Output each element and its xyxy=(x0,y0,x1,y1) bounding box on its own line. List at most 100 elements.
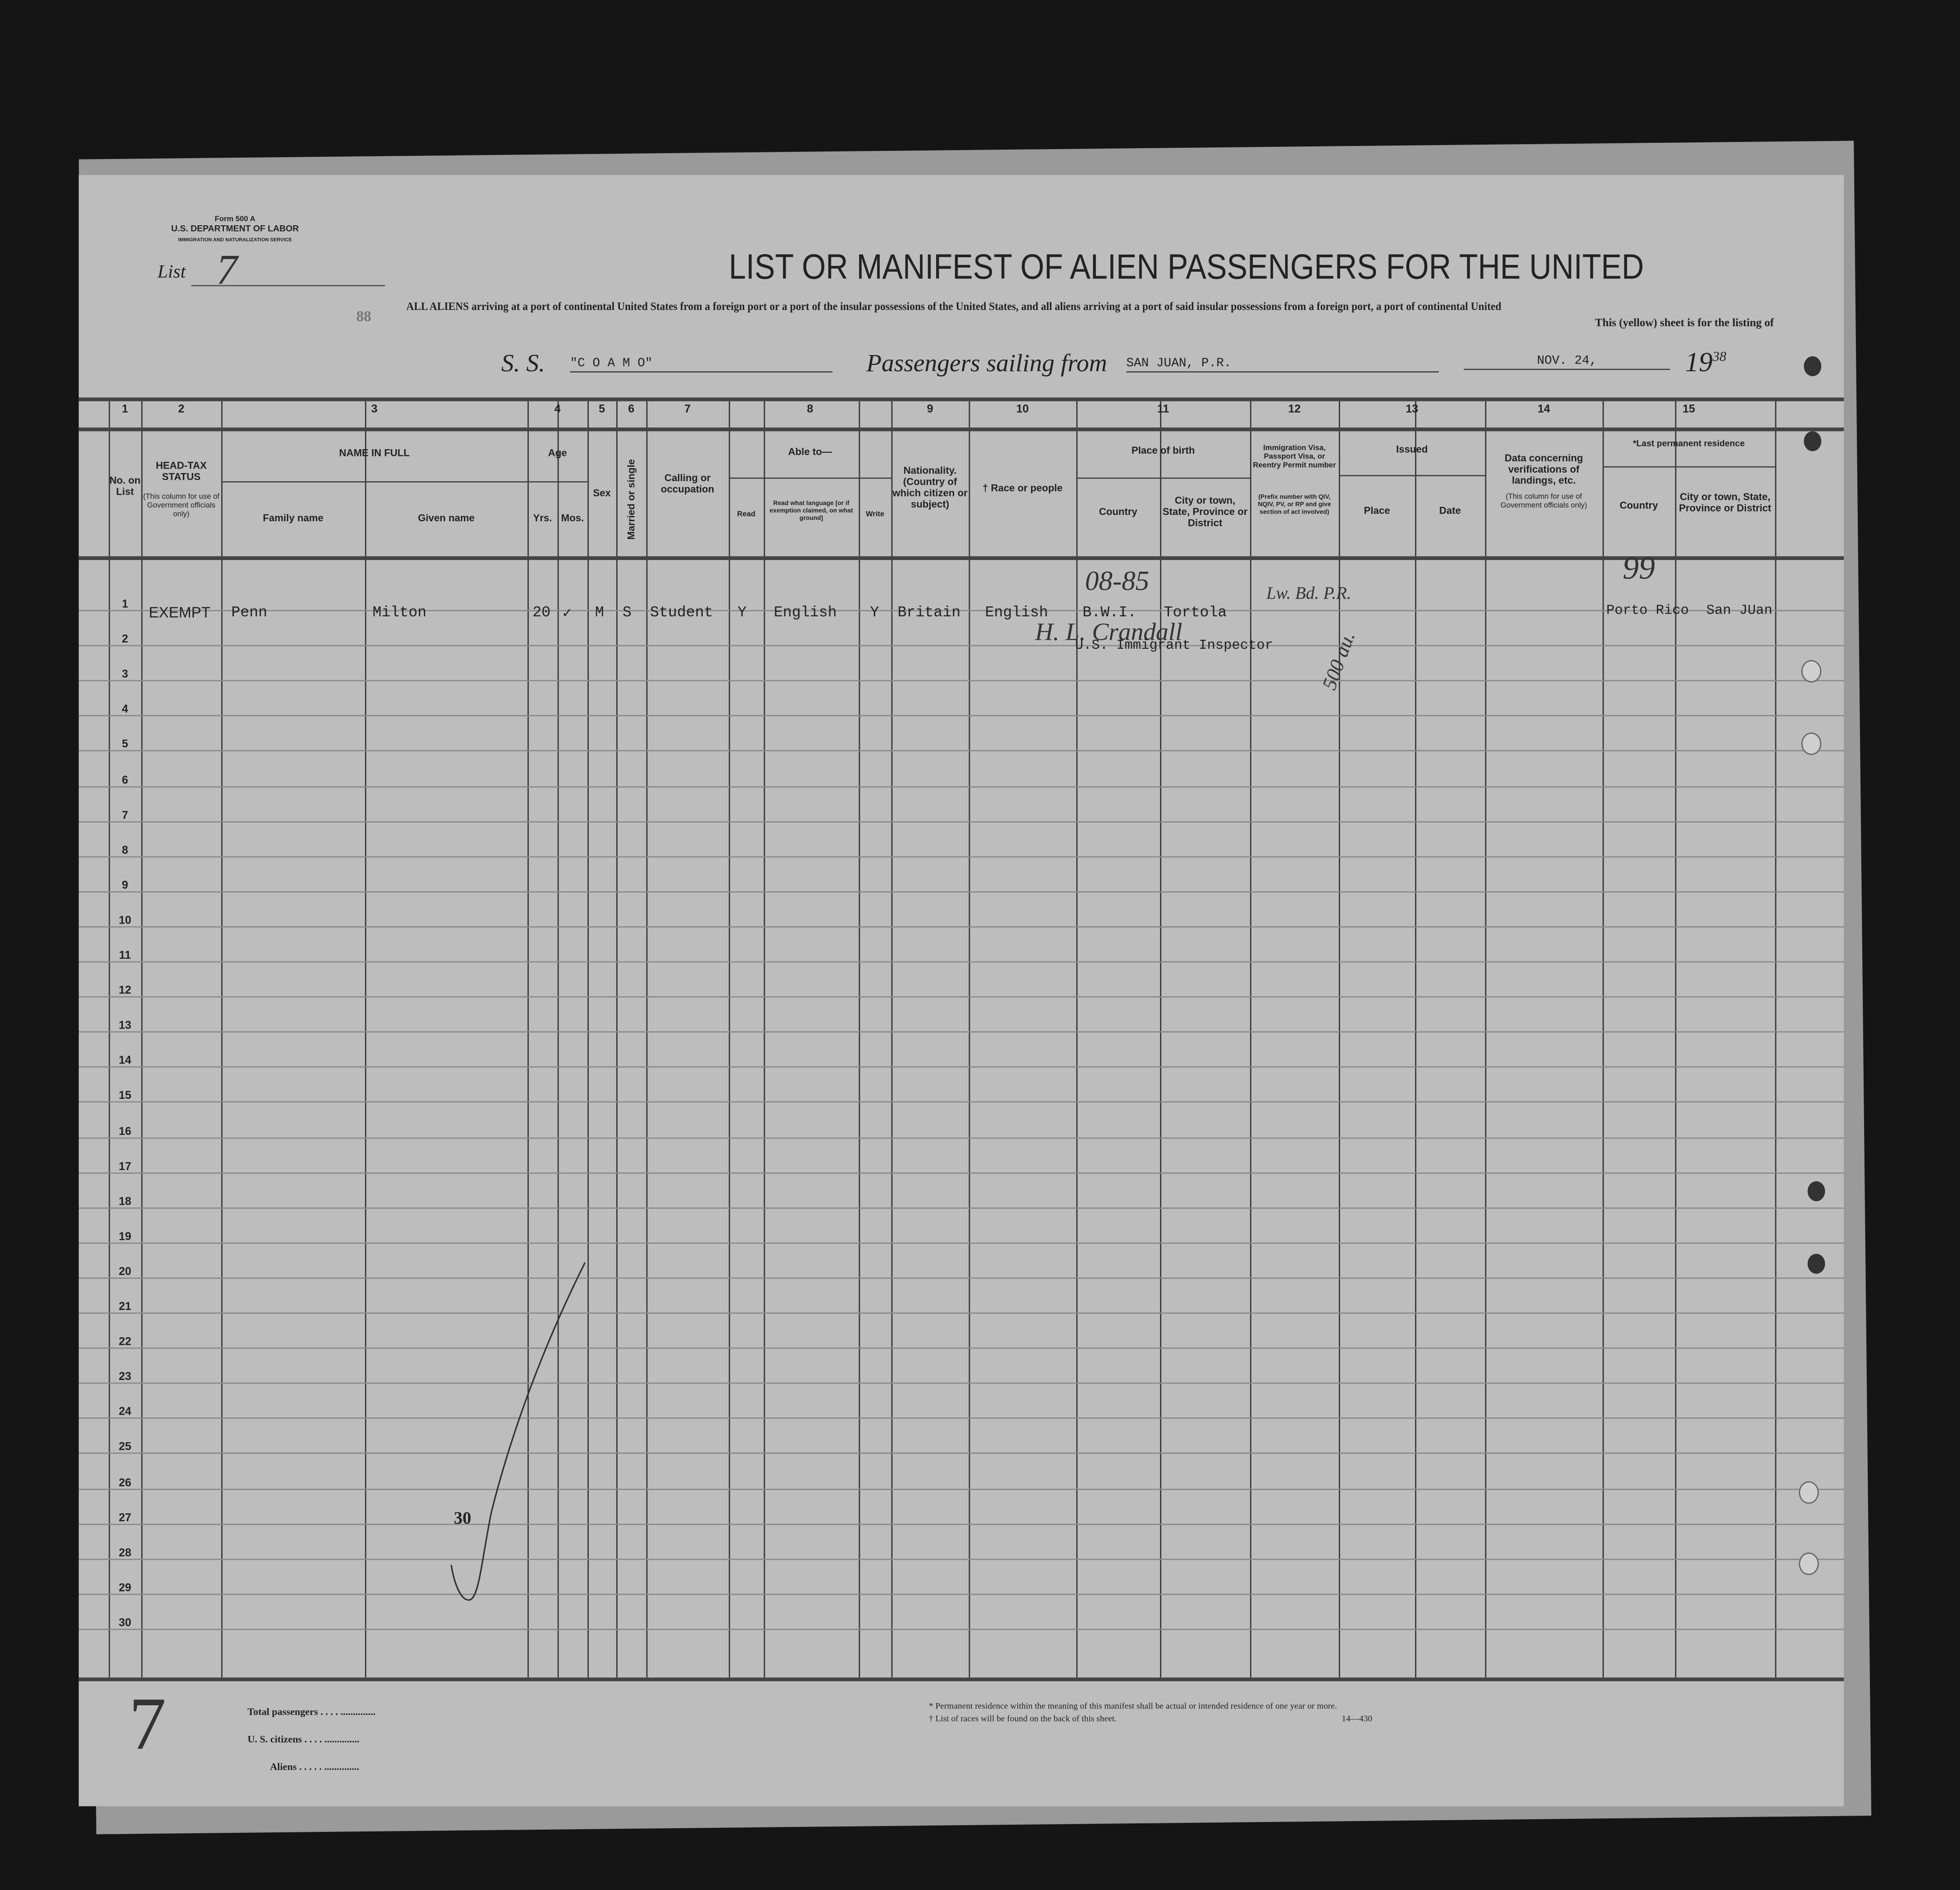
punch-hole xyxy=(1807,1253,1825,1274)
form-subtitle: ALL ALIENS arriving at a port of contine… xyxy=(406,300,1501,313)
table-top-rule xyxy=(78,397,1844,401)
birth-city: Tortola xyxy=(1164,604,1227,621)
row-number: 9 xyxy=(122,878,128,891)
row-rule xyxy=(78,1593,1844,1595)
aliens: Aliens . . . . . .............. xyxy=(270,1761,359,1773)
header-bottom-rule xyxy=(78,556,1844,560)
column-number: 4 xyxy=(554,402,561,415)
row-number: 27 xyxy=(118,1511,132,1523)
header-age: Age xyxy=(548,447,567,459)
column-number: 10 xyxy=(1016,402,1029,415)
row-number: 20 xyxy=(118,1265,132,1278)
service: IMMIGRATION AND NATURALIZATION SERVICE xyxy=(178,236,292,243)
row-number: 6 xyxy=(122,773,128,786)
column-number: 13 xyxy=(1405,402,1419,415)
row-number: 28 xyxy=(118,1546,132,1558)
column-number: 7 xyxy=(684,402,691,415)
row-number: 21 xyxy=(118,1300,132,1313)
header-age-yrs: Yrs. xyxy=(533,512,552,524)
age-years: 20 xyxy=(532,604,551,621)
header-residence-city: City or town, State, Province or Distric… xyxy=(1679,491,1771,514)
punch-hole xyxy=(1804,356,1822,377)
residence-country: Porto Rico xyxy=(1606,604,1689,619)
header-family-name: Family name xyxy=(263,512,323,524)
list-number: 7 xyxy=(216,247,238,294)
column-rule xyxy=(1160,397,1161,1678)
punch-hole xyxy=(1799,1481,1819,1504)
us-citizens: U. S. citizens . . . . .............. xyxy=(247,1734,359,1745)
header-write: Write xyxy=(865,511,885,519)
row-rule xyxy=(78,926,1844,928)
header-last-residence: *Last permanent residence xyxy=(1633,440,1745,449)
can-read: Y xyxy=(737,604,747,621)
header-verifications-note: (This column for use of Government offic… xyxy=(1500,493,1587,510)
header-no-on-list: No. on List xyxy=(109,475,141,498)
punch-hole xyxy=(1807,1181,1825,1202)
header-head-tax-note: (This column for use of Government offic… xyxy=(143,493,220,519)
number-row-rule xyxy=(78,427,1844,432)
birth-code: 08-85 xyxy=(1085,565,1150,597)
row-number: 13 xyxy=(118,1019,132,1032)
row-rule xyxy=(78,1242,1844,1244)
nationality: Britain xyxy=(897,604,961,621)
row-number: 2 xyxy=(122,633,128,645)
visa-note-2: 500 au. xyxy=(1319,629,1360,693)
column-rule xyxy=(557,397,559,1678)
row-rule xyxy=(78,1172,1844,1174)
row-rule xyxy=(78,680,1844,682)
sailing-from: SAN JUAN, P.R. xyxy=(1126,358,1439,373)
footnote-races-text: † List of races will be found on the bac… xyxy=(928,1713,1117,1724)
row-rule xyxy=(78,1558,1844,1560)
row-rule xyxy=(78,715,1844,717)
row-rule xyxy=(78,1312,1844,1314)
row-number: 26 xyxy=(118,1476,132,1489)
row-number: 22 xyxy=(118,1335,132,1348)
year-suffix: 38 xyxy=(1712,349,1727,365)
column-number: 9 xyxy=(927,402,933,415)
row-number: 24 xyxy=(118,1405,132,1418)
form-code: 14—430 xyxy=(1342,1713,1373,1724)
subheader-rule xyxy=(1602,466,1775,468)
row-rule xyxy=(78,1207,1844,1209)
row-rule xyxy=(78,1453,1844,1454)
row-number: 15 xyxy=(118,1089,132,1102)
header-verifications: Data concerning verifications of landing… xyxy=(1505,452,1583,487)
margin-count: 30 xyxy=(454,1510,472,1529)
row-number: 1 xyxy=(122,597,128,610)
column-number: 15 xyxy=(1683,402,1695,415)
subheader-rule xyxy=(1076,477,1250,479)
header-read-language: Read what language [or if exemption clai… xyxy=(769,500,853,523)
manifest-sheet: Form 500 A U.S. DEPARTMENT OF LABOR IMMI… xyxy=(78,175,1844,1807)
column-rule xyxy=(221,397,223,1678)
department: U.S. DEPARTMENT OF LABOR xyxy=(171,225,299,234)
column-rule xyxy=(616,397,618,1678)
column-rule xyxy=(646,397,648,1678)
stamp-number: 88 xyxy=(356,307,372,325)
column-rule xyxy=(859,397,860,1678)
subheader-rule xyxy=(728,477,891,479)
form-heading: Form 500 A U.S. DEPARTMENT OF LABOR IMMI… xyxy=(147,215,323,245)
column-number: 14 xyxy=(1537,402,1550,415)
row-rule xyxy=(78,996,1844,998)
header-given-name: Given name xyxy=(418,512,475,524)
column-rule xyxy=(1250,397,1251,1678)
row-number: 5 xyxy=(122,738,128,751)
read-language: English xyxy=(773,604,837,621)
row-rule xyxy=(78,820,1844,822)
total-passengers-label: Total passengers xyxy=(247,1706,318,1718)
row-rule xyxy=(78,645,1844,647)
row-number: 4 xyxy=(122,703,128,715)
row-rule xyxy=(78,961,1844,963)
footnotes: * Permanent residence within the meaning… xyxy=(929,1700,1373,1725)
year-prefix: 19 xyxy=(1685,346,1713,378)
header-issued-date: Date xyxy=(1439,505,1461,516)
row-rule xyxy=(78,1137,1844,1139)
row-rule xyxy=(78,785,1844,787)
row-rule xyxy=(78,1348,1844,1349)
row-rule xyxy=(78,1488,1844,1489)
residence-city: San JUan xyxy=(1706,604,1773,619)
inspector-signature: H. L. Crandall xyxy=(1035,619,1182,647)
header-race: † Race or people xyxy=(982,482,1063,494)
marital-status: S xyxy=(622,604,632,621)
